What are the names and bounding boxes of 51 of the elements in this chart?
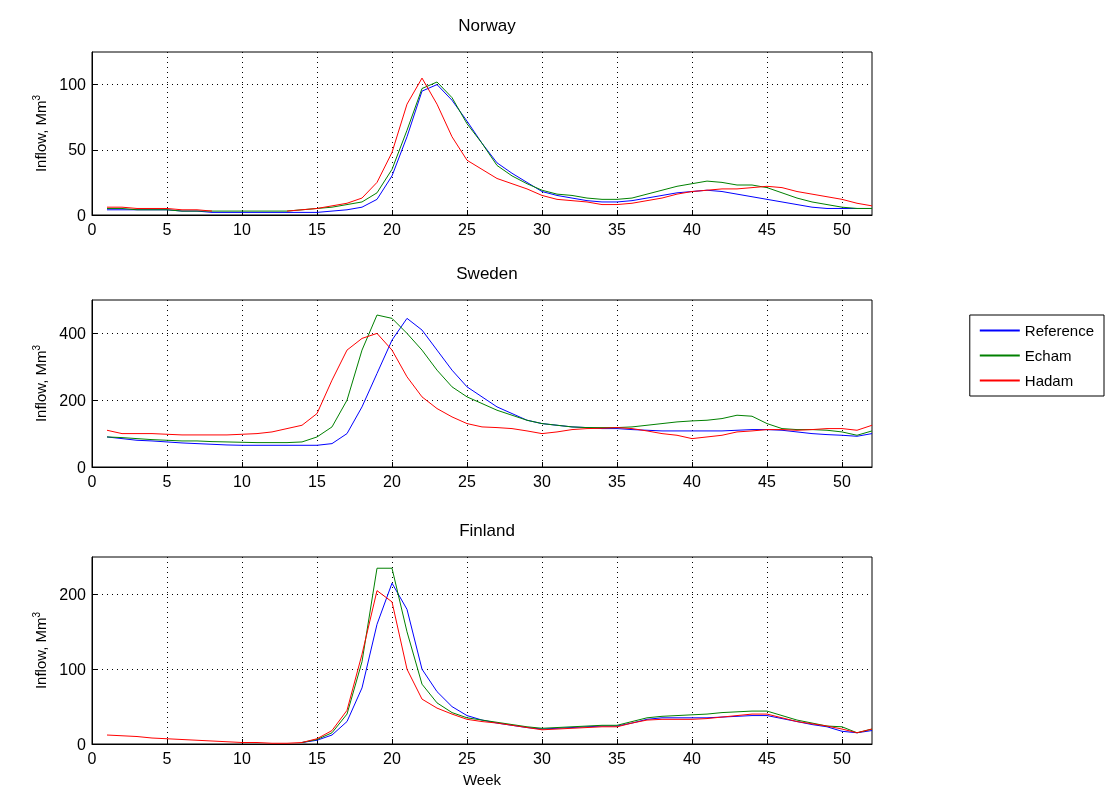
chart-title: Sweden	[456, 264, 518, 283]
x-tick-label: 10	[233, 749, 251, 767]
y-tick-label: 200	[59, 585, 87, 603]
x-tick-label: 20	[383, 220, 401, 238]
x-tick-label: 25	[458, 220, 476, 238]
x-tick-label: 20	[383, 472, 401, 490]
legend-label: Echam	[1024, 347, 1072, 364]
x-tick-label: 50	[833, 220, 851, 238]
y-axis-title: Inflow, Mm3	[31, 344, 50, 423]
x-tick-label: 35	[608, 749, 626, 767]
x-tick-label: 40	[683, 472, 701, 490]
x-tick-label: 15	[308, 472, 326, 490]
x-tick-label: 30	[533, 749, 551, 767]
x-tick-label: 50	[833, 472, 851, 490]
legend-label: Reference	[1024, 322, 1095, 339]
line-series	[106, 590, 873, 744]
x-tick-label: 35	[608, 472, 626, 490]
line-series	[106, 332, 873, 440]
x-tick-label: 5	[162, 472, 172, 490]
x-tick-label: 50	[833, 749, 851, 767]
x-tick-label: 5	[162, 749, 172, 767]
legend-label: Hadam	[1024, 372, 1074, 389]
x-axis-title: Week	[462, 771, 502, 788]
y-tick-label: 0	[77, 458, 87, 476]
y-axis-title: Inflow, Mm3	[31, 94, 50, 173]
x-tick-label: 10	[233, 472, 251, 490]
y-axis-title: Inflow, Mm3	[31, 611, 50, 690]
y-tick-label: 50	[68, 141, 87, 159]
x-tick-label: 25	[458, 749, 476, 767]
x-tick-label: 10	[233, 220, 251, 238]
x-tick-label: 20	[383, 749, 401, 767]
x-tick-label: 5	[162, 220, 172, 238]
chart-title: Finland	[459, 521, 515, 540]
y-tick-label: 0	[77, 735, 87, 753]
x-tick-label: 40	[683, 749, 701, 767]
chart-title: Norway	[458, 16, 517, 35]
x-tick-label: 40	[683, 220, 701, 238]
x-tick-label: 30	[533, 472, 551, 490]
x-tick-label: 15	[308, 749, 326, 767]
x-tick-label: 45	[758, 220, 776, 238]
y-tick-label: 100	[59, 660, 87, 678]
x-tick-label: 30	[533, 220, 551, 238]
x-tick-label: 35	[608, 220, 626, 238]
x-tick-label: 25	[458, 472, 476, 490]
y-tick-label: 400	[59, 324, 87, 342]
x-tick-label: 45	[758, 749, 776, 767]
x-tick-label: 15	[308, 220, 326, 238]
y-tick-label: 200	[59, 391, 87, 409]
y-tick-label: 0	[77, 206, 87, 224]
y-tick-label: 100	[59, 76, 87, 94]
x-tick-label: 45	[758, 472, 776, 490]
